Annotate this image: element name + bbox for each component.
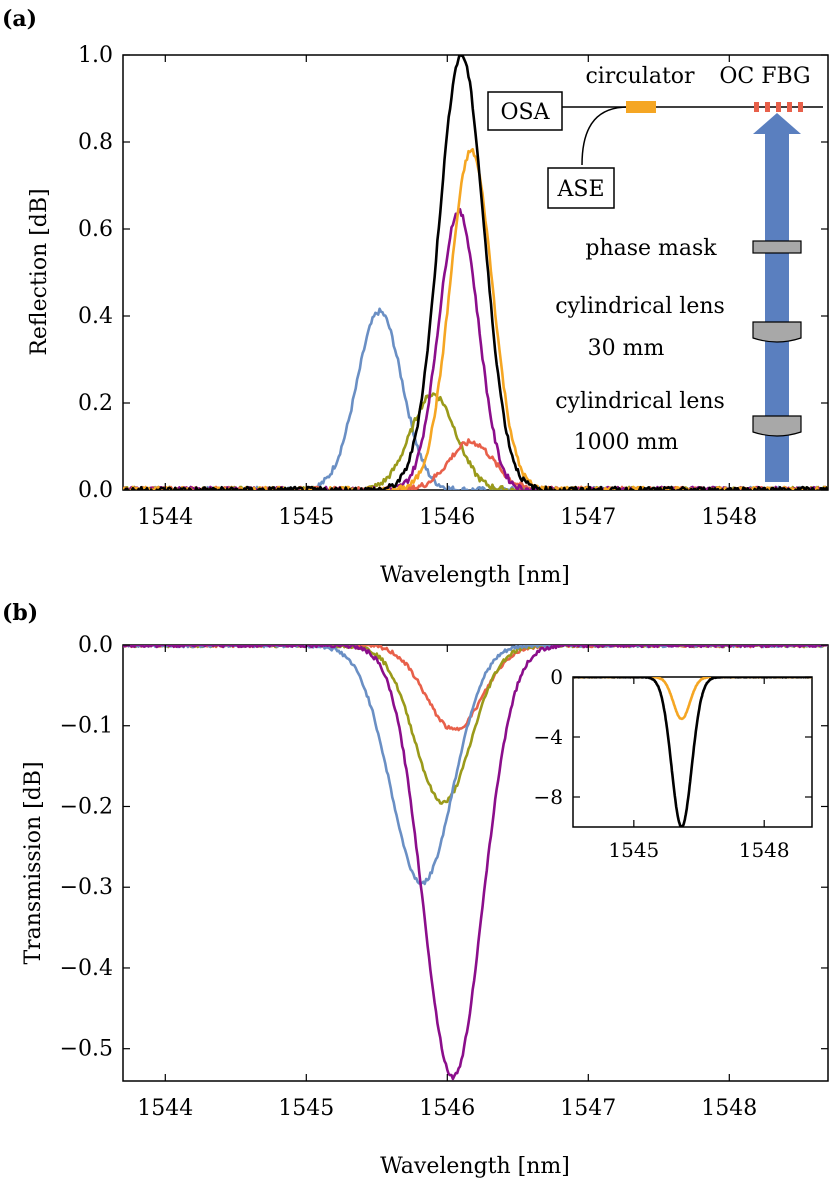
series-line-purple <box>123 645 828 1081</box>
x-tick-label: 1545 <box>278 505 334 530</box>
osa-box <box>487 91 563 131</box>
transmission-ticks: 1544 1545 1546 1547 1548 0.0 −0.1 −0.2 −0.3 −0.4 −… <box>60 633 828 1121</box>
transmission-y-axis-label: Transmission [dB] <box>21 761 46 964</box>
ase-fiber <box>581 106 629 166</box>
oc-fbg-label: OC FBG <box>719 64 810 89</box>
circulator-label: circulator <box>585 64 695 89</box>
transmission-plot-frame <box>122 644 829 1082</box>
y-tick-label: −0.4 <box>60 956 113 981</box>
grating-line <box>765 102 770 112</box>
cylindrical-lens-1000mm <box>752 415 802 437</box>
y-tick-label: −0.1 <box>60 714 113 739</box>
y-tick-label: 0.8 <box>78 130 113 155</box>
reflection-x-axis-label: Wavelength [nm] <box>380 563 570 588</box>
cyl-lens-2-focal: 1000 mm <box>574 430 679 455</box>
grating-line <box>754 102 759 112</box>
x-tick-label: 1546 <box>419 1096 475 1121</box>
cyl-lens-1-label: cylindrical lens <box>555 294 725 319</box>
x-tick-label: 1546 <box>419 505 475 530</box>
y-tick-label: −4 <box>534 725 563 749</box>
panel-a-label: (a) <box>2 6 37 32</box>
ase-label: ASE <box>556 177 604 202</box>
x-tick-label: 1548 <box>701 505 757 530</box>
reflection-y-axis-label: Reflection [dB] <box>27 188 52 355</box>
fbg-grating <box>754 102 803 112</box>
transmission-curves <box>123 645 828 1081</box>
osa-label: OSA <box>501 100 551 125</box>
transmission-chart: 1544 1545 1546 1547 1548 0.0 −0.1 −0.2 −0.3 −0.4 −… <box>60 633 829 1121</box>
y-tick-label: 1.0 <box>78 43 113 68</box>
setup-diagram: OSA circulator ASE OC FBG phase mask cyl… <box>487 64 823 482</box>
series-line-purple <box>123 208 828 490</box>
ase-box <box>547 167 615 209</box>
y-tick-label: 0.0 <box>78 633 113 658</box>
x-tick-label: 1545 <box>608 838 659 862</box>
panel-b-label: (b) <box>2 600 38 626</box>
transmission-x-axis-label: Wavelength [nm] <box>380 1154 570 1179</box>
reflection-plot-frame <box>122 54 829 491</box>
reflection-ticks: 1544 1545 1546 1547 1548 0.0 0.2 0.4 0.6 0.8 1.0 <box>78 43 828 530</box>
series-line-orange <box>123 147 828 490</box>
reflection-chart: 1544 1545 1546 1547 1548 0.0 0.2 0.4 0.6 0.8 1.0 <box>78 43 829 530</box>
y-tick-label: −0.5 <box>60 1037 113 1062</box>
x-tick-label: 1545 <box>278 1096 334 1121</box>
x-tick-label: 1547 <box>560 505 616 530</box>
reflection-curves <box>123 55 828 490</box>
x-tick-label: 1544 <box>137 505 193 530</box>
x-tick-label: 1548 <box>701 1096 757 1121</box>
cylindrical-lens-30mm <box>752 321 802 343</box>
circulator-component <box>626 101 656 113</box>
y-tick-label: 0.0 <box>78 478 113 503</box>
y-tick-label: 0.2 <box>78 391 113 416</box>
y-tick-label: −8 <box>534 785 563 809</box>
inset-curves <box>573 677 812 827</box>
series-line-red <box>123 438 828 490</box>
phase-mask-component <box>752 240 802 254</box>
inset-ticks: 1545 1548 0 −4 −8 <box>534 665 812 862</box>
y-tick-label: 0.6 <box>78 217 113 242</box>
y-tick-label: 0 <box>550 665 563 689</box>
grating-line <box>787 102 792 112</box>
uv-beam-arrowhead <box>753 113 801 134</box>
y-tick-label: −0.2 <box>60 794 113 819</box>
x-tick-label: 1544 <box>137 1096 193 1121</box>
series-line-black <box>123 55 828 490</box>
grating-line <box>798 102 803 112</box>
transmission-inset: 1545 1548 0 −4 −8 <box>534 665 813 862</box>
x-tick-label: 1547 <box>560 1096 616 1121</box>
x-tick-label: 1548 <box>739 838 790 862</box>
grating-line <box>776 102 781 112</box>
phase-mask-label: phase mask <box>585 236 717 261</box>
cyl-lens-2-label: cylindrical lens <box>555 389 725 414</box>
y-tick-label: 0.4 <box>78 304 113 329</box>
cyl-lens-1-focal: 30 mm <box>588 336 665 361</box>
y-tick-label: −0.3 <box>60 875 113 900</box>
series-line-black <box>573 677 812 827</box>
